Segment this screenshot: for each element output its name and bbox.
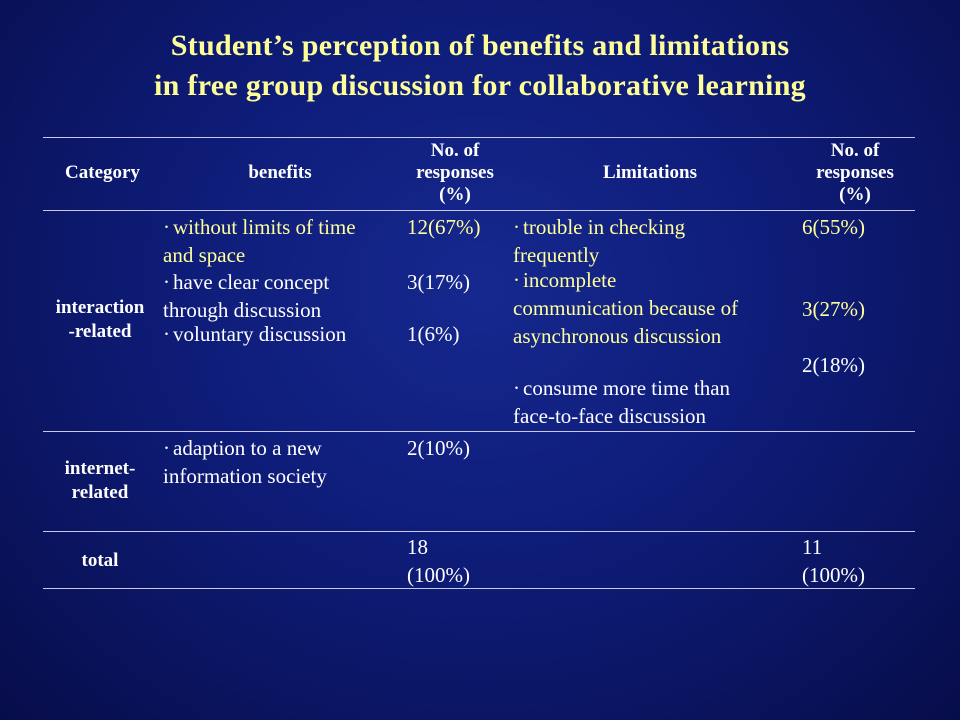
- limitation-count: 2(18%): [802, 353, 865, 377]
- total-line: 18: [407, 535, 428, 559]
- benefit-item: · adaption to a new information society: [163, 434, 327, 490]
- slide-title: Student’s perception of benefits and lim…: [0, 26, 960, 106]
- header-no-responses-1-line: responses: [416, 162, 494, 183]
- category-interaction-related: interaction -related: [45, 296, 155, 344]
- limitation-text: frequently: [513, 243, 600, 267]
- header-category: Category: [65, 162, 140, 183]
- header-limitations: Limitations: [603, 162, 697, 183]
- title-line-1: Student’s perception of benefits and lim…: [170, 29, 790, 62]
- limitation-text: communication because of: [513, 296, 739, 320]
- benefit-item: · without limits of time and space: [163, 213, 356, 269]
- total-line: (100%): [407, 563, 470, 587]
- table-bottom-rule: [43, 588, 915, 589]
- benefit-item: · have clear concept through discussion: [163, 268, 329, 324]
- category-line: total: [81, 550, 119, 571]
- benefit-item: · voluntary discussion: [163, 320, 346, 348]
- table-top-rule: [43, 137, 915, 138]
- total-line: 11: [802, 535, 823, 559]
- category-line: related: [71, 482, 129, 503]
- header-benefits: benefits: [248, 162, 312, 183]
- bullet: ·: [163, 270, 170, 294]
- benefit-text: voluntary discussion: [173, 322, 347, 346]
- category-internet-related: internet- related: [45, 457, 155, 505]
- header-no-responses-2-line: (%): [839, 184, 871, 205]
- category-line: internet-: [64, 458, 136, 479]
- limitation-item: · consume more time than face-to-face dis…: [513, 374, 730, 430]
- title-line-2: in free group discussion for collaborati…: [154, 69, 806, 102]
- bullet: ·: [513, 268, 520, 292]
- limitation-item: · incomplete communication because of asy…: [513, 266, 738, 350]
- benefit-text: information society: [163, 464, 327, 488]
- benefit-text: have clear concept: [173, 270, 330, 294]
- category-total: total: [45, 549, 155, 573]
- benefit-text: and space: [163, 243, 246, 267]
- benefit-total: 18 (100%): [407, 533, 470, 589]
- bullet: ·: [513, 215, 520, 239]
- benefit-text: adaption to a new: [173, 436, 322, 460]
- header-no-responses-1-line: (%): [439, 184, 471, 205]
- category-line: interaction: [55, 297, 145, 318]
- row-divider-2: [43, 531, 915, 532]
- bullet: ·: [163, 436, 170, 460]
- header-no-responses-1-line: No. of: [430, 140, 480, 161]
- benefit-text: through discussion: [163, 298, 322, 322]
- header-no-responses-1: No. of responses (%): [395, 140, 515, 206]
- header-no-responses-2-line: No. of: [830, 140, 880, 161]
- limitation-count: 3(27%): [802, 297, 865, 321]
- limitation-text: asynchronous discussion: [513, 324, 722, 348]
- row-divider-1: [43, 431, 915, 432]
- benefit-count: 1(6%): [407, 322, 460, 346]
- benefit-count: 3(17%): [407, 270, 470, 294]
- limitation-count: 6(55%): [802, 215, 865, 239]
- header-no-responses-2-line: responses: [816, 162, 894, 183]
- benefit-text: without limits of time: [173, 215, 356, 239]
- total-line: (100%): [802, 563, 865, 587]
- header-bottom-rule: [43, 210, 915, 211]
- limitation-total: 11 (100%): [802, 533, 865, 589]
- benefit-count: 2(10%): [407, 436, 470, 460]
- bullet: ·: [513, 376, 520, 400]
- limitation-item: · trouble in checking frequently: [513, 213, 685, 269]
- limitation-text: consume more time than: [523, 376, 731, 400]
- benefit-count: 12(67%): [407, 215, 481, 239]
- header-no-responses-2: No. of responses (%): [795, 140, 915, 206]
- limitation-text: trouble in checking: [523, 215, 686, 239]
- bullet: ·: [163, 215, 170, 239]
- limitation-text: incomplete: [523, 268, 617, 292]
- category-line: -related: [68, 321, 132, 342]
- limitation-text: face-to-face discussion: [513, 404, 706, 428]
- bullet: ·: [163, 322, 170, 346]
